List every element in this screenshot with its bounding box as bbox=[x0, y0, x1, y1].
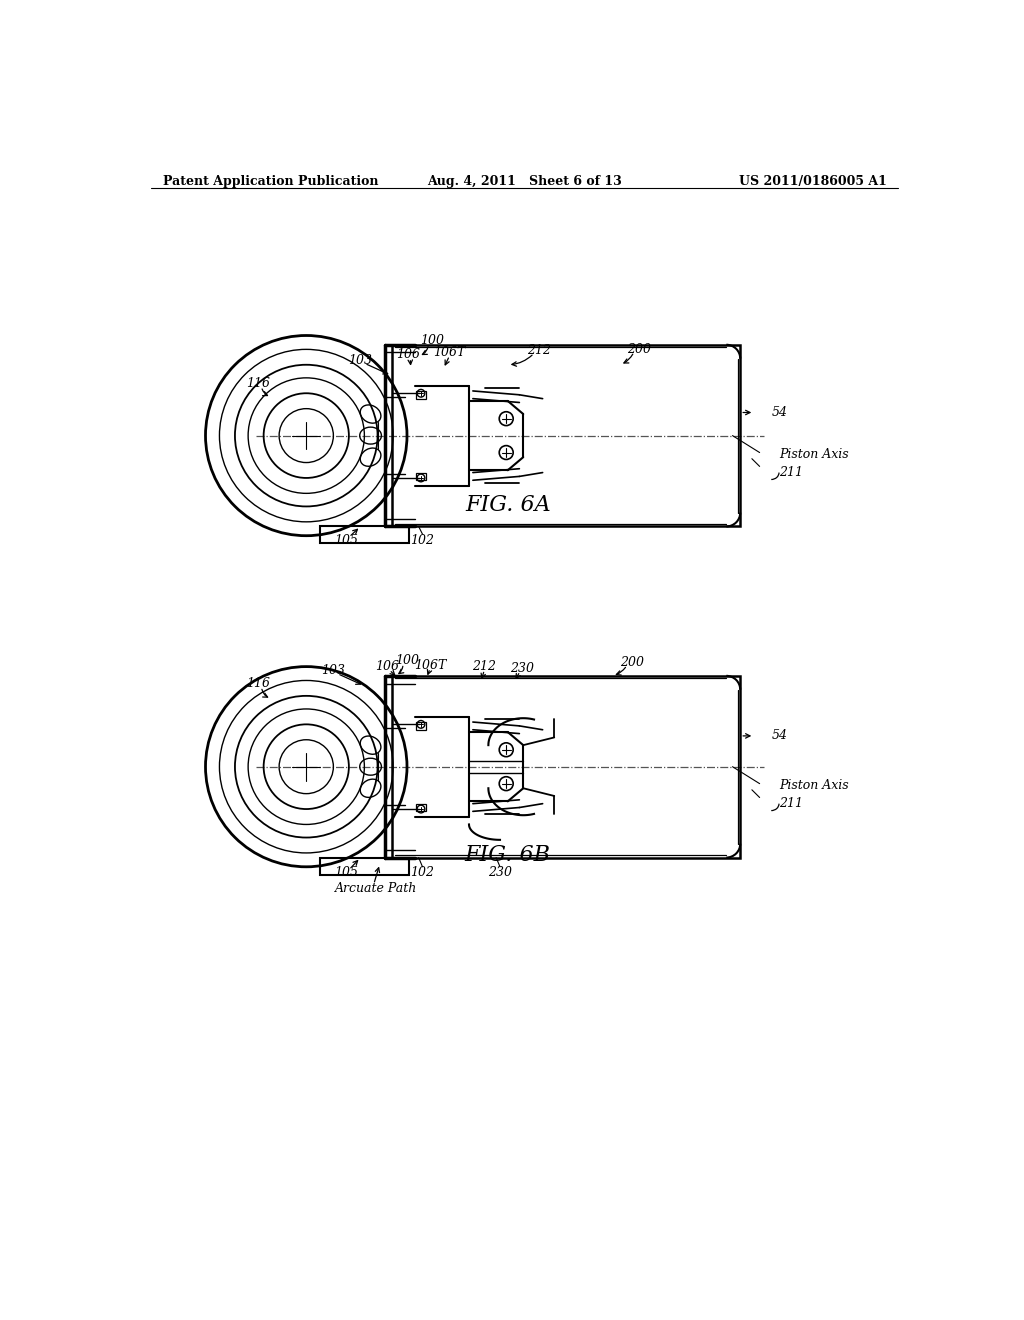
Text: 116: 116 bbox=[246, 677, 270, 690]
Bar bbox=[417, 804, 426, 812]
Text: 211: 211 bbox=[779, 797, 803, 810]
Text: 100: 100 bbox=[421, 334, 444, 347]
Text: 103: 103 bbox=[348, 354, 373, 367]
Bar bbox=[417, 391, 426, 399]
Bar bbox=[391, 345, 740, 527]
Text: 211: 211 bbox=[779, 466, 803, 479]
Text: Arcuate Path: Arcuate Path bbox=[335, 882, 417, 895]
Text: Piston Axis: Piston Axis bbox=[779, 449, 849, 462]
Bar bbox=[321, 527, 409, 544]
Text: 116: 116 bbox=[246, 376, 270, 389]
Bar bbox=[417, 473, 426, 480]
Bar bbox=[391, 676, 740, 858]
Text: 100: 100 bbox=[395, 653, 419, 667]
Text: 103: 103 bbox=[322, 664, 345, 677]
Text: 102: 102 bbox=[411, 533, 434, 546]
Text: Aug. 4, 2011   Sheet 6 of 13: Aug. 4, 2011 Sheet 6 of 13 bbox=[427, 176, 623, 189]
Bar bbox=[417, 722, 426, 730]
Text: FIG. 6A: FIG. 6A bbox=[465, 494, 551, 516]
Text: 200: 200 bbox=[628, 343, 651, 356]
Text: 212: 212 bbox=[526, 345, 551, 358]
Text: 105: 105 bbox=[335, 533, 358, 546]
Text: 106T: 106T bbox=[414, 659, 446, 672]
Text: 200: 200 bbox=[620, 656, 644, 669]
Text: 102: 102 bbox=[411, 866, 434, 879]
Bar bbox=[321, 858, 409, 875]
Text: 106: 106 bbox=[376, 660, 399, 673]
Text: 54: 54 bbox=[771, 730, 787, 742]
Text: Piston Axis: Piston Axis bbox=[779, 779, 849, 792]
Text: US 2011/0186005 A1: US 2011/0186005 A1 bbox=[739, 176, 887, 189]
Text: 106: 106 bbox=[396, 348, 421, 362]
Text: 54: 54 bbox=[771, 407, 787, 418]
Text: 212: 212 bbox=[472, 660, 497, 673]
Text: 106T: 106T bbox=[433, 346, 466, 359]
Text: FIG. 6B: FIG. 6B bbox=[465, 845, 551, 866]
Text: Patent Application Publication: Patent Application Publication bbox=[163, 176, 379, 189]
Text: 230: 230 bbox=[488, 866, 512, 879]
Text: 105: 105 bbox=[335, 866, 358, 879]
Text: 230: 230 bbox=[510, 661, 534, 675]
